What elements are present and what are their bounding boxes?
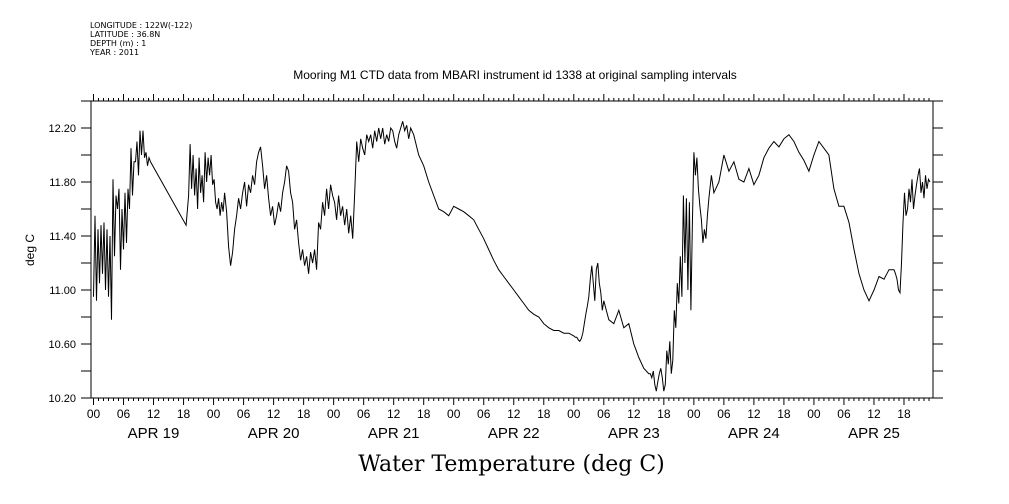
x-tick-label: 00 — [207, 407, 221, 421]
x-tick-label: 18 — [297, 407, 311, 421]
x-tick-label: 18 — [657, 407, 671, 421]
y-axis-label: deg C — [23, 234, 37, 266]
x-tick-label: 12 — [267, 407, 281, 421]
x-day-label: APR 24 — [728, 425, 780, 442]
x-tick-label: 00 — [327, 407, 341, 421]
y-tick-label: 11.80 — [49, 177, 76, 189]
depth-text: DEPTH (m) : 1 — [90, 39, 147, 48]
x-tick-label: 00 — [447, 407, 461, 421]
y-tick-label: 12.20 — [48, 123, 76, 135]
x-tick-label: 06 — [237, 407, 251, 421]
plot-frame — [90, 100, 934, 399]
x-tick-label: 12 — [147, 407, 161, 421]
x-tick-label: 12 — [387, 407, 401, 421]
x-tick-label: 06 — [117, 407, 131, 421]
x-tick-label: 12 — [867, 407, 881, 421]
year-text: YEAR : 2011 — [90, 48, 140, 57]
chart-title: Mooring M1 CTD data from MBARI instrumen… — [293, 68, 737, 82]
x-day-label: APR 21 — [368, 425, 420, 442]
x-tick-label: 00 — [687, 407, 701, 421]
x-tick-label: 18 — [897, 407, 911, 421]
x-tick-label: 00 — [87, 407, 101, 421]
y-tick-label: 10.60 — [48, 339, 76, 351]
x-tick-label: 12 — [507, 407, 521, 421]
x-day-label: APR 20 — [248, 425, 300, 442]
x-tick-label: 00 — [807, 407, 821, 421]
x-tick-label: 18 — [177, 407, 191, 421]
y-tick-label: 11.40 — [49, 231, 76, 243]
x-tick-label: 06 — [597, 407, 611, 421]
y-tick-label: 11.00 — [49, 285, 76, 297]
x-tick-label: 18 — [417, 407, 431, 421]
x-day-label: APR 25 — [848, 425, 900, 442]
x-tick-label: 00 — [567, 407, 581, 421]
x-tick-label: 06 — [357, 407, 371, 421]
x-day-label: APR 19 — [128, 425, 180, 442]
x-tick-label: 06 — [837, 407, 851, 421]
x-day-label: APR 22 — [488, 425, 540, 442]
x-tick-label: 18 — [537, 407, 551, 421]
chart-bottom-title: Water Temperature (deg C) — [358, 452, 665, 477]
x-tick-label: 06 — [477, 407, 491, 421]
x-tick-label: 12 — [627, 407, 641, 421]
x-tick-label: 18 — [777, 407, 791, 421]
latitude-text: LATITUDE : 36.8N — [90, 30, 161, 39]
y-tick-label: 10.20 — [48, 393, 76, 405]
x-tick-label: 12 — [747, 407, 761, 421]
x-day-label: APR 23 — [608, 425, 660, 442]
temperature-series-line — [93, 121, 931, 392]
x-tick-label: 06 — [717, 407, 731, 421]
longitude-text: LONGITUDE : 122W(-122) — [90, 21, 193, 30]
metadata-block: LONGITUDE : 122W(-122) LATITUDE : 36.8N … — [90, 21, 192, 57]
